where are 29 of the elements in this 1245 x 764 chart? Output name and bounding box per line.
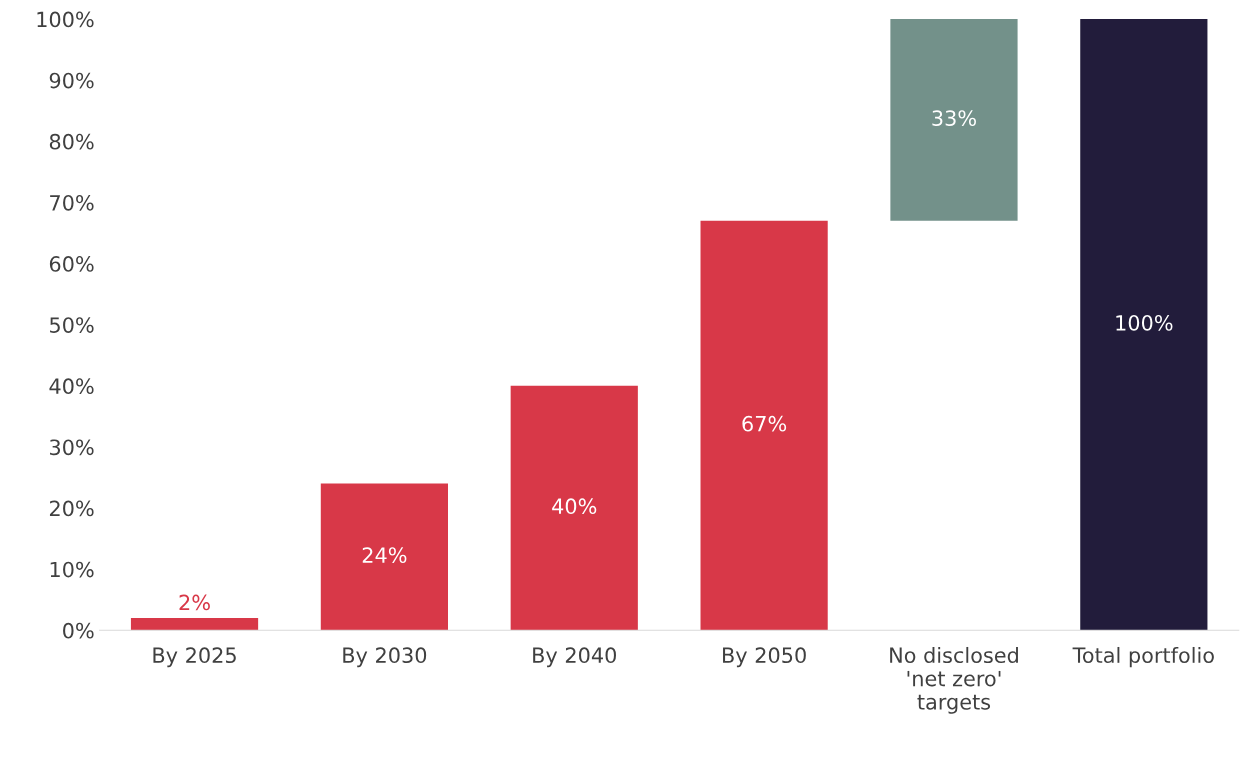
y-tick-label: 50% (50, 317, 94, 333)
x-tick-label: By 2040 (533, 647, 616, 668)
y-tick-label: 100% (37, 11, 94, 28)
y-tick-label: 30% (50, 439, 94, 456)
data-label: 2% (179, 594, 210, 611)
y-tick-label: 70% (50, 194, 94, 211)
x-tick-label: Total portfolio (1072, 646, 1214, 668)
data-label: 24% (362, 547, 407, 563)
data-label: 100% (1116, 314, 1173, 331)
y-tick-label: 90% (49, 72, 94, 89)
data-label: 40% (552, 498, 597, 515)
y-tick-label: 80% (49, 133, 94, 150)
x-tick-label: By 2025 (153, 647, 236, 668)
y-tick-label: 40% (49, 378, 94, 395)
y-tick-label: 20% (49, 500, 94, 517)
y-tick-label: 60% (49, 256, 94, 272)
y-tick-label: 10% (50, 561, 94, 578)
data-label: 67% (742, 415, 787, 432)
bar (510, 385, 638, 631)
x-tick-label: By 2030 (343, 647, 427, 668)
x-tick-label: No disclosed 'net zero' targets (890, 646, 1018, 714)
bar (890, 19, 1018, 221)
bar (1080, 19, 1208, 631)
bar (320, 483, 448, 631)
y-tick-label: 0% (63, 622, 94, 639)
x-tick-label: By 2050 (723, 647, 806, 668)
data-label: 33% (932, 110, 976, 126)
bar (130, 618, 259, 631)
bar (700, 220, 828, 631)
